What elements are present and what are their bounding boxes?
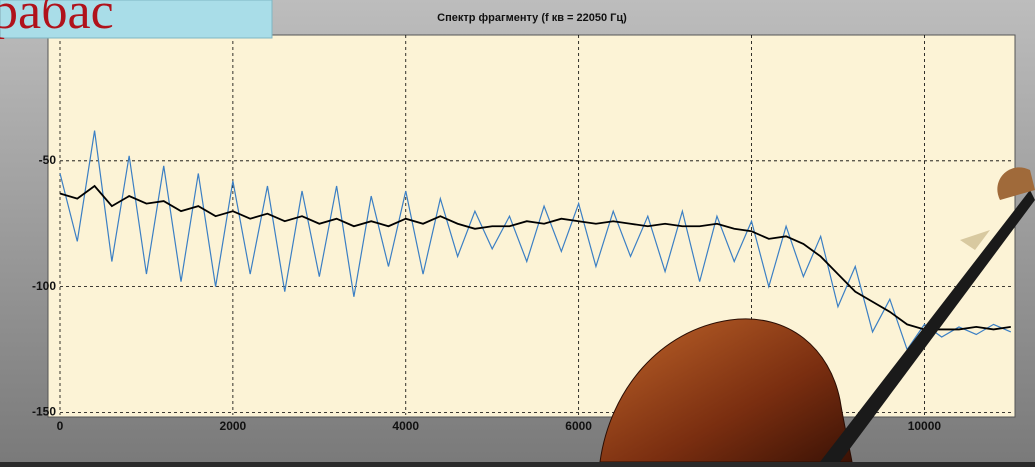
y-tick-label: -150 <box>32 405 56 419</box>
plot-layer: -150-100-500200040006000800010000 <box>32 35 1013 433</box>
y-tick-label: -100 <box>32 279 56 293</box>
x-tick-label: 10000 <box>908 419 942 433</box>
label-box <box>0 0 273 39</box>
x-tick-label: 0 <box>57 419 64 433</box>
series-line <box>59 184 1011 331</box>
x-tick-label: 2000 <box>220 419 247 433</box>
chart-title: Спектр фрагменту (f кв = 22050 Гц) <box>437 12 627 24</box>
annotation: рабас <box>0 0 114 40</box>
plot-area <box>47 34 1016 418</box>
x-tick-label: 4000 <box>392 419 419 433</box>
double-bass <box>599 167 1035 463</box>
y-tick-label: -50 <box>39 153 57 167</box>
x-tick-label: 6000 <box>565 419 592 433</box>
series-line <box>59 130 1012 351</box>
